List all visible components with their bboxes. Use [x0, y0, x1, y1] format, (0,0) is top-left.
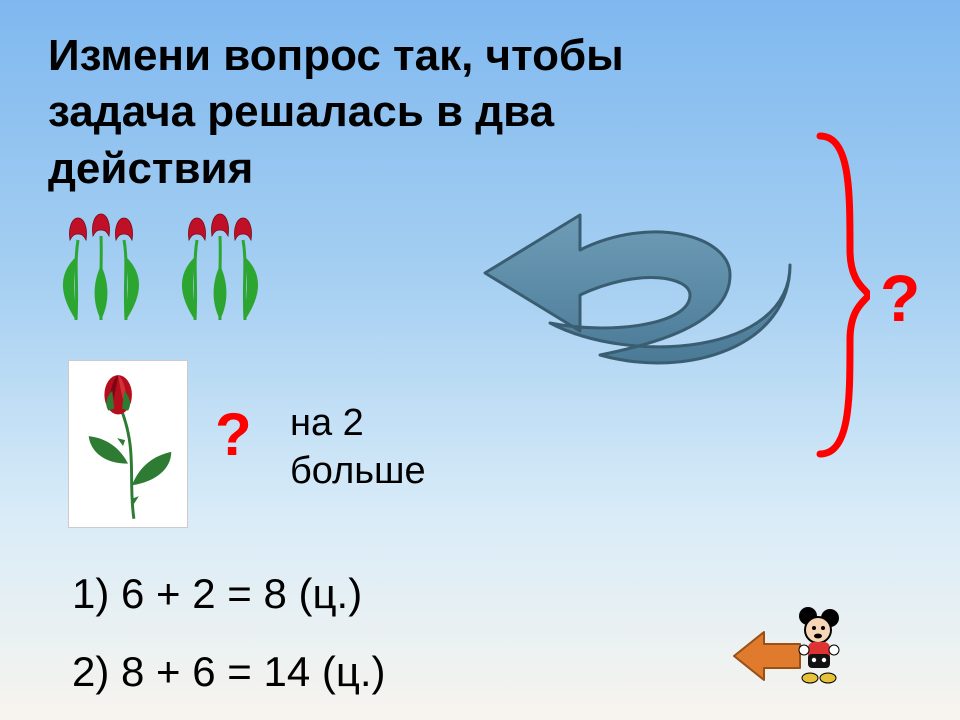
slide: Измени вопрос так, чтобы задача решалась…: [0, 0, 960, 720]
hint-line-1: на 2: [290, 402, 364, 444]
title-line-2: задача решалась в два: [48, 87, 554, 136]
question-mark-small: ?: [215, 400, 252, 469]
question-mark-big: ?: [880, 260, 920, 336]
equation-2: 2) 8 + 6 = 14 (ц.): [72, 648, 386, 696]
tulip-icon: [175, 210, 265, 320]
curved-arrow-icon: [430, 195, 820, 395]
title-line-3: действия: [48, 144, 253, 193]
mickey-back-button[interactable]: [730, 600, 840, 700]
tulip-icon: [56, 210, 146, 320]
hint-line-2: больше: [290, 450, 426, 492]
title-text: Измени вопрос так, чтобы задача решалась…: [48, 28, 728, 197]
rose-image: [68, 360, 188, 528]
title-line-1: Измени вопрос так, чтобы: [48, 31, 624, 80]
equation-1: 1) 6 + 2 = 8 (ц.): [72, 570, 362, 618]
hint-text: на 2 больше: [290, 400, 426, 495]
brace-icon: [810, 130, 870, 460]
